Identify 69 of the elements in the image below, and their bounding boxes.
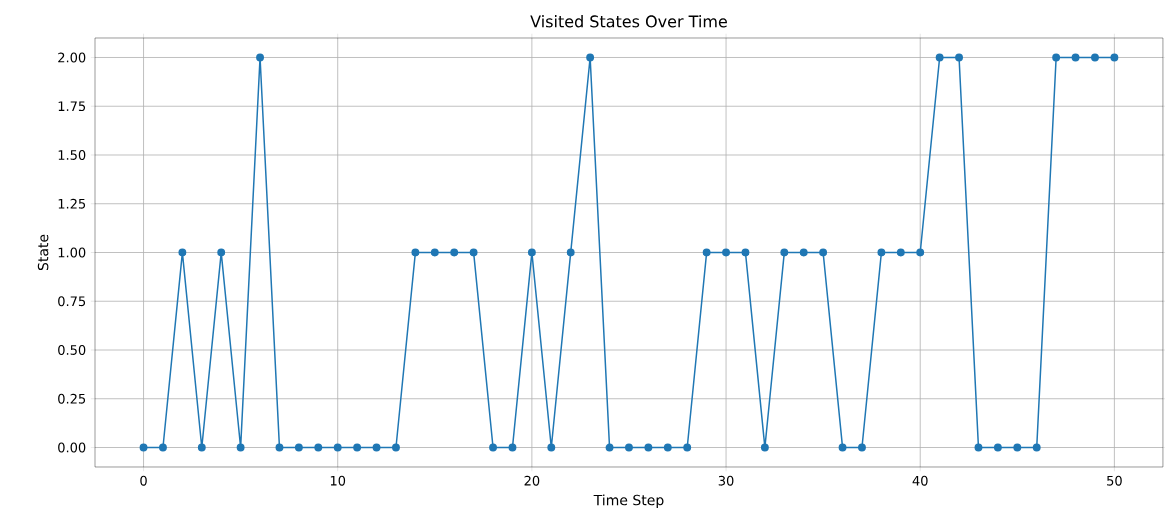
point: [256, 53, 264, 62]
point: [644, 443, 653, 452]
x-tick-label: 30: [718, 475, 734, 486]
point: [702, 248, 711, 257]
point: [527, 248, 536, 257]
point: [838, 443, 847, 452]
point: [294, 443, 303, 452]
y-tick-label: 0.75: [58, 296, 86, 307]
point: [819, 248, 828, 257]
point: [1110, 53, 1119, 62]
x-tick-label: 10: [330, 475, 346, 486]
y-tick-label: 0.00: [58, 442, 86, 453]
point: [333, 443, 342, 452]
point: [1013, 443, 1022, 452]
point: [566, 248, 575, 257]
point: [197, 443, 206, 452]
point: [663, 443, 672, 452]
point: [178, 248, 187, 257]
point: [935, 53, 944, 62]
point: [916, 248, 925, 257]
point: [741, 248, 750, 257]
y-tick-label: 1.25: [58, 198, 86, 209]
point: [799, 248, 808, 257]
y-tick-label: 1.75: [58, 101, 86, 112]
point: [625, 443, 633, 452]
point: [353, 443, 362, 452]
y-axis-title: State: [37, 234, 49, 271]
point: [780, 248, 789, 257]
x-tick-label: 40: [912, 475, 928, 486]
point: [1032, 443, 1041, 452]
x-tick-label: 20: [524, 475, 540, 486]
point: [858, 443, 866, 452]
y-tick-label: 2.00: [58, 52, 86, 63]
point: [236, 443, 245, 452]
point: [392, 443, 400, 452]
point: [489, 443, 497, 452]
point: [139, 443, 148, 452]
point: [314, 443, 323, 452]
point: [159, 443, 167, 452]
y-tick-label: 1.50: [58, 150, 86, 160]
point: [760, 443, 769, 452]
point: [1071, 53, 1080, 62]
point: [605, 443, 614, 452]
point: [993, 443, 1002, 452]
point: [1091, 53, 1099, 62]
point: [275, 443, 284, 452]
x-tick-label: 50: [1107, 475, 1122, 486]
point: [896, 248, 905, 257]
y-tick-label: 0.50: [58, 345, 86, 355]
point: [1052, 53, 1061, 62]
point: [469, 248, 478, 257]
chart-title: Visited States Over Time: [530, 15, 727, 28]
point: [955, 53, 964, 62]
x-axis-title: Time Step: [593, 494, 664, 509]
point: [411, 248, 420, 257]
point: [722, 248, 730, 257]
point: [877, 248, 886, 257]
point: [217, 248, 226, 257]
y-tick-label: 0.25: [58, 393, 86, 404]
x-tick-label: 0: [140, 475, 147, 486]
point: [508, 443, 517, 452]
point: [547, 443, 556, 452]
y-tick-label: 1.00: [58, 247, 86, 258]
point: [430, 248, 439, 257]
point: [974, 443, 983, 452]
point: [683, 443, 692, 452]
point: [372, 443, 381, 452]
point: [586, 53, 595, 62]
point: [450, 248, 459, 257]
